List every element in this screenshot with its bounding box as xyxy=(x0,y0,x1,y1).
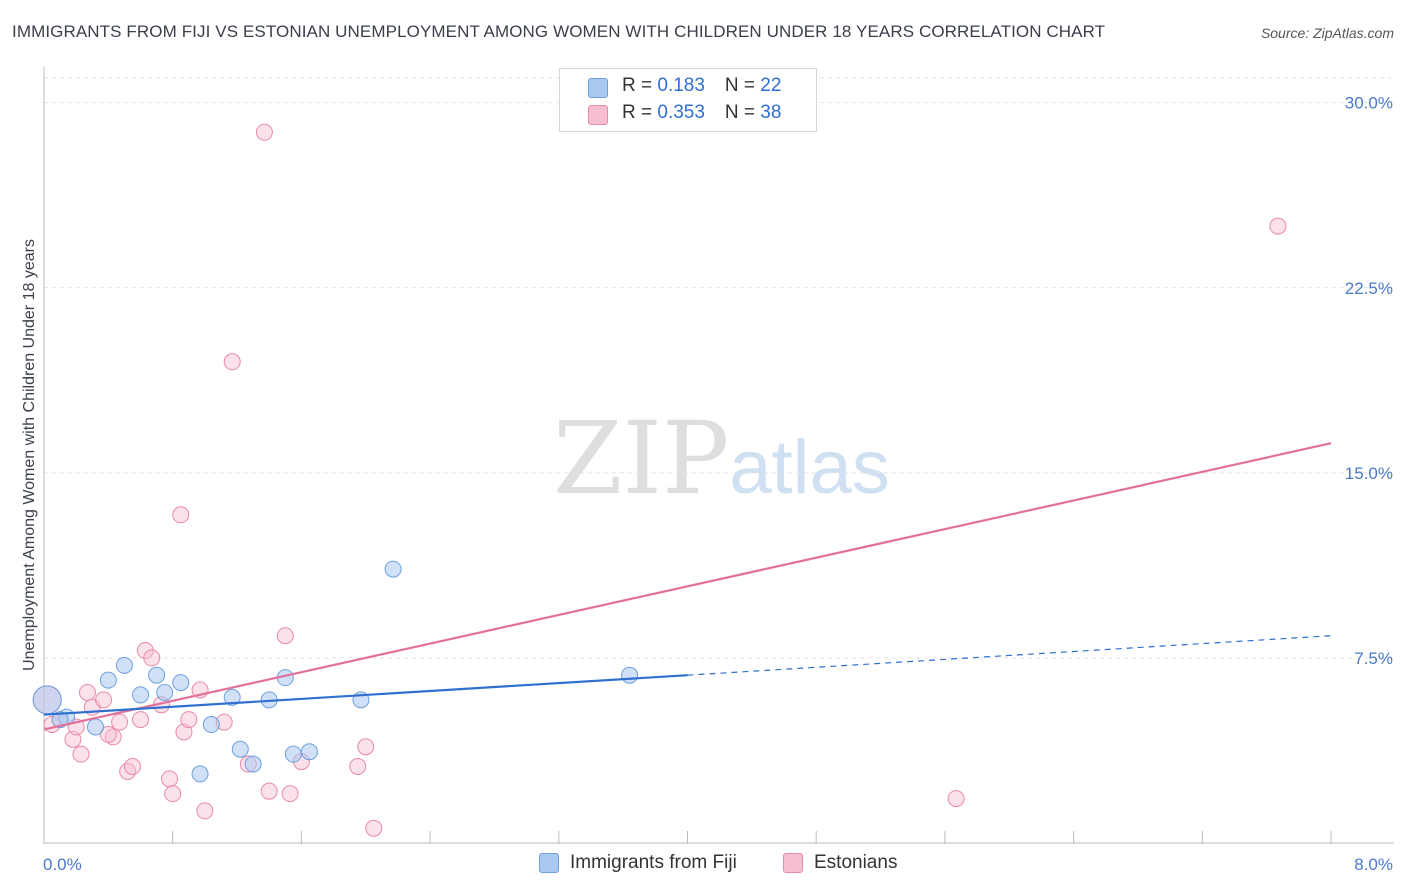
estonians-point xyxy=(349,758,367,775)
estonians-point xyxy=(95,691,113,709)
estonians-point xyxy=(78,683,96,701)
legend-text-fiji: R = 0.183 N = 22 xyxy=(622,75,782,96)
estonians-point xyxy=(72,745,90,763)
source-label: Source: ZipAtlas.com xyxy=(1260,25,1394,41)
x-tick-label-max: 8.0% xyxy=(1354,855,1393,874)
bottom-legend-swatch-fiji xyxy=(539,853,559,873)
fiji-point xyxy=(231,740,249,758)
estonians-point xyxy=(1269,217,1287,235)
legend-swatch-estonians xyxy=(588,105,608,125)
y-tick-label: 30.0% xyxy=(1345,94,1393,113)
estonians-point xyxy=(255,123,273,141)
fiji-point xyxy=(284,745,302,763)
y-axis-label: Unemployment Among Women with Children U… xyxy=(21,239,38,671)
estonians-point xyxy=(276,627,294,645)
fiji-point xyxy=(191,765,209,783)
estonians-point xyxy=(947,790,965,808)
x-tick-label-min: 0.0% xyxy=(43,855,82,874)
watermark-atlas: atlas xyxy=(729,425,890,510)
fiji-point xyxy=(300,743,318,761)
legend-swatch-fiji xyxy=(588,78,608,98)
estonians-point xyxy=(196,802,214,820)
estonians-point xyxy=(99,725,117,743)
fiji-point xyxy=(51,711,69,729)
estonians-point xyxy=(223,353,241,371)
fiji-point xyxy=(32,685,62,715)
estonians-point xyxy=(180,711,198,729)
estonians-point xyxy=(143,649,161,667)
fiji-point xyxy=(172,674,190,692)
bottom-legend-label-estonians: Estonians xyxy=(814,852,898,873)
estonians-point xyxy=(111,713,129,731)
watermark: ZIPatlas xyxy=(553,400,890,517)
fiji-point xyxy=(115,656,133,674)
estonians-point xyxy=(132,711,150,729)
fiji-trend-line xyxy=(43,674,688,716)
estonians-point xyxy=(119,762,137,780)
legend-text-estonians: R = 0.353 N = 38 xyxy=(622,102,782,123)
y-tick-label: 22.5% xyxy=(1345,279,1393,298)
fiji-point xyxy=(621,666,639,684)
y-tick-label: 15.0% xyxy=(1345,464,1393,483)
fiji-trend-line-extension xyxy=(687,635,1332,676)
fiji-point xyxy=(202,716,220,734)
estonians-point xyxy=(160,770,178,788)
estonians-point xyxy=(123,758,141,775)
estonians-point xyxy=(357,738,375,756)
fiji-point xyxy=(99,671,117,689)
estonians-point xyxy=(172,506,190,524)
fiji-point xyxy=(86,718,104,736)
estonians-point xyxy=(365,819,383,837)
y-tick-label: 7.5% xyxy=(1354,649,1393,668)
bottom-legend-label-fiji: Immigrants from Fiji xyxy=(570,852,737,873)
fiji-point xyxy=(244,755,262,773)
estonians-point xyxy=(260,782,278,800)
fiji-point xyxy=(156,683,174,701)
fiji-point xyxy=(223,688,241,706)
fiji-point xyxy=(132,686,150,704)
legend: R = 0.183 N = 22 R = 0.353 N = 38 xyxy=(559,68,817,132)
fiji-point xyxy=(384,560,402,578)
fiji-point xyxy=(148,666,166,684)
bottom-legend-swatch-estonians xyxy=(783,853,803,873)
estonians-point xyxy=(281,785,299,803)
estonians-trend-line xyxy=(43,442,1332,731)
watermark-zip: ZIP xyxy=(553,400,730,517)
estonians-point xyxy=(164,785,182,803)
chart-title: IMMIGRANTS FROM FIJI VS ESTONIAN UNEMPLO… xyxy=(12,22,1106,41)
estonians-point xyxy=(104,728,122,746)
